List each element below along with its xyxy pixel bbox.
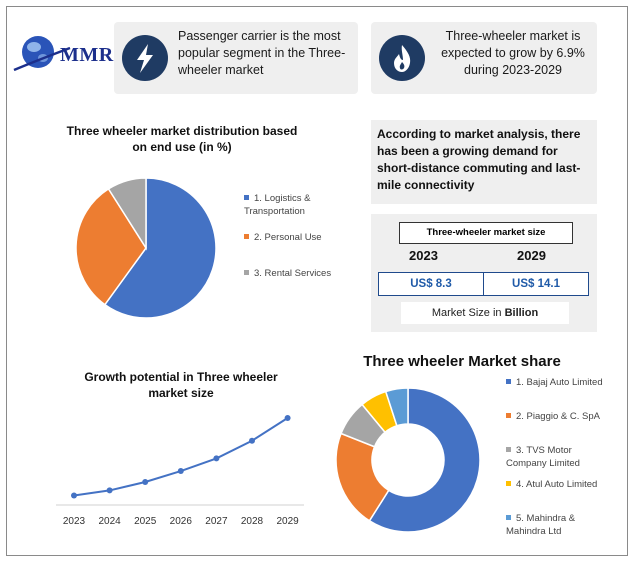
- legend-swatch: [244, 269, 249, 275]
- legend-label: 2. Personal Use: [254, 232, 322, 243]
- pie-slice-2: [75, 187, 147, 306]
- unit-prefix: Market Size in: [431, 307, 505, 319]
- year-2023-label: 2023: [409, 248, 438, 263]
- logo-text: MMR: [60, 44, 114, 66]
- growth-line-chart: 2023 2024 2025 2026 2027 2028 2029: [56, 415, 304, 527]
- line-point-2028: [249, 437, 255, 444]
- line-point-2025: [142, 479, 149, 485]
- pie-slice-1: [368, 387, 481, 533]
- logo: MMR: [12, 30, 114, 78]
- market-size-title: Three-wheeler market size: [399, 222, 573, 244]
- market-share-legend-item-3: 3. TVS Motor Company Limited: [506, 444, 606, 470]
- x-tick-label: 2025: [134, 516, 157, 527]
- legend-label: 5. Mahindra & Mahindra Ltd: [506, 513, 576, 537]
- lightning-icon: [122, 35, 168, 81]
- market-share-legend-item-1: 1. Bajaj Auto Limited: [506, 376, 606, 389]
- legend-label: 4. Atul Auto Limited: [516, 479, 598, 490]
- end-use-legend-item-2: 2. Personal Use: [244, 231, 334, 244]
- legend-label: 1. Logistics & Transportation: [244, 193, 311, 217]
- pie-slice-1: [103, 177, 217, 319]
- legend-label: 2. Piaggio & C. SpA: [516, 411, 600, 422]
- market-share-legend-item-2: 2. Piaggio & C. SpA: [506, 410, 606, 423]
- pie-slice-3: [107, 177, 147, 251]
- legend-swatch: [506, 378, 511, 384]
- legend-label: 3. TVS Motor Company Limited: [506, 445, 580, 469]
- legend-swatch: [244, 233, 249, 239]
- x-tick-label: 2029: [276, 516, 299, 527]
- x-tick-label: 2024: [98, 516, 121, 527]
- analysis-text: According to market analysis, there has …: [371, 120, 597, 204]
- x-tick-label: 2026: [170, 516, 193, 527]
- x-tick-label: 2023: [63, 516, 86, 527]
- flame-icon: [379, 35, 425, 81]
- legend-label: 3. Rental Services: [254, 268, 332, 279]
- market-size-unit: Market Size in Billion: [401, 302, 569, 324]
- end-use-pie-chart: [75, 177, 217, 319]
- value-2029: US$ 14.1: [483, 272, 589, 296]
- info-card-1: Passenger carrier is the most popular se…: [114, 22, 358, 94]
- growth-line: [73, 417, 289, 497]
- globe-icon: [13, 36, 71, 72]
- legend-swatch: [244, 194, 249, 200]
- pie-slice-2: [335, 432, 390, 522]
- legend-label: 1. Bajaj Auto Limited: [516, 377, 603, 388]
- info-card-2: Three-wheeler market is expected to grow…: [371, 22, 597, 94]
- legend-swatch: [506, 480, 511, 486]
- market-share-legend-item-4: 4. Atul Auto Limited: [506, 478, 606, 491]
- x-tick-label: 2027: [205, 516, 228, 527]
- market-share-title: Three wheeler Market share: [363, 353, 561, 370]
- market-size-panel: Three-wheeler market size 2023 2029 US$ …: [371, 214, 597, 332]
- line-point-2026: [177, 468, 184, 475]
- info-card-1-text: Passenger carrier is the most popular se…: [178, 29, 346, 77]
- market-share-legend-item-5: 5. Mahindra & Mahindra Ltd: [506, 512, 606, 538]
- year-2029-label: 2029: [517, 248, 546, 263]
- line-point-2024: [106, 487, 113, 494]
- value-2023: US$ 8.3: [378, 272, 484, 296]
- legend-swatch: [506, 412, 511, 418]
- line-point-2029: [284, 415, 291, 421]
- end-use-chart-title: Three wheeler market distribution based …: [66, 124, 298, 154]
- line-point-2027: [213, 455, 220, 462]
- infographic-frame: [6, 6, 628, 556]
- legend-swatch: [506, 446, 511, 452]
- growth-chart-title: Growth potential in Three wheeler market…: [84, 370, 278, 400]
- unit-bold: Billion: [504, 307, 539, 319]
- pie-slice-5: [384, 387, 409, 427]
- line-point-2023: [71, 492, 77, 499]
- info-card-2-text: Three-wheeler market is expected to grow…: [441, 29, 585, 77]
- x-tick-label: 2028: [241, 516, 264, 527]
- end-use-legend-item-1: 1. Logistics & Transportation: [244, 192, 334, 218]
- end-use-legend-item-3: 3. Rental Services: [244, 267, 334, 280]
- legend-swatch: [506, 514, 511, 520]
- market-share-donut-chart: [335, 387, 481, 533]
